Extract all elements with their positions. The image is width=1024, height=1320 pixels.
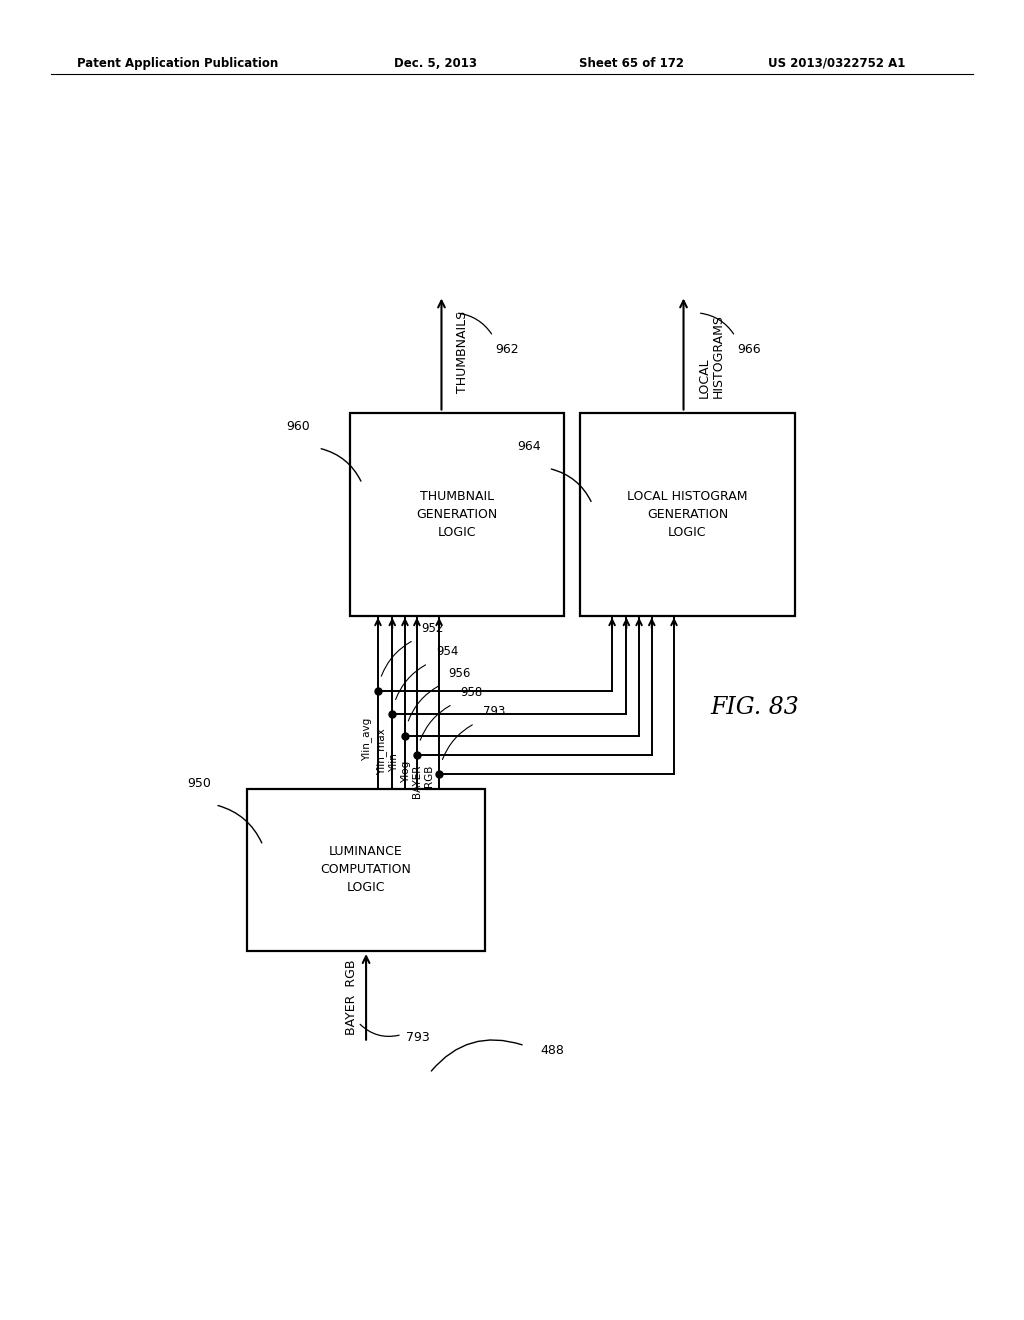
Text: US 2013/0322752 A1: US 2013/0322752 A1 [768,57,905,70]
Text: 962: 962 [496,343,519,356]
Text: THUMBNAIL
GENERATION
LOGIC: THUMBNAIL GENERATION LOGIC [417,490,498,539]
Text: Ylin: Ylin [389,752,399,772]
Text: 958: 958 [461,686,482,700]
Text: BAYER
RGB: BAYER RGB [412,764,433,799]
Text: 793: 793 [406,1031,429,1044]
Text: LUMINANCE
COMPUTATION
LOGIC: LUMINANCE COMPUTATION LOGIC [321,845,412,895]
Text: 950: 950 [187,776,211,789]
Text: THUMBNAILS: THUMBNAILS [456,310,469,392]
Text: LOCAL
HISTOGRAMS: LOCAL HISTOGRAMS [697,314,725,397]
Text: FIG. 83: FIG. 83 [711,696,800,719]
Text: 956: 956 [449,667,471,680]
Text: 488: 488 [541,1044,564,1057]
FancyBboxPatch shape [581,412,795,615]
Text: BAYER  RGB: BAYER RGB [345,960,358,1035]
Text: 960: 960 [287,420,310,433]
Text: 952: 952 [422,622,444,635]
Text: Patent Application Publication: Patent Application Publication [77,57,279,70]
FancyBboxPatch shape [350,412,564,615]
Text: Ylin_max: Ylin_max [376,729,387,775]
Text: 793: 793 [482,705,505,718]
Text: LOCAL HISTOGRAM
GENERATION
LOGIC: LOCAL HISTOGRAM GENERATION LOGIC [628,490,748,539]
Text: 964: 964 [517,440,541,453]
Text: Ylog: Ylog [401,760,412,783]
Text: 966: 966 [737,343,761,356]
FancyBboxPatch shape [247,788,485,952]
Text: Ylin_avg: Ylin_avg [361,718,373,762]
Text: Dec. 5, 2013: Dec. 5, 2013 [394,57,477,70]
Text: 954: 954 [436,645,459,659]
Text: Sheet 65 of 172: Sheet 65 of 172 [579,57,684,70]
